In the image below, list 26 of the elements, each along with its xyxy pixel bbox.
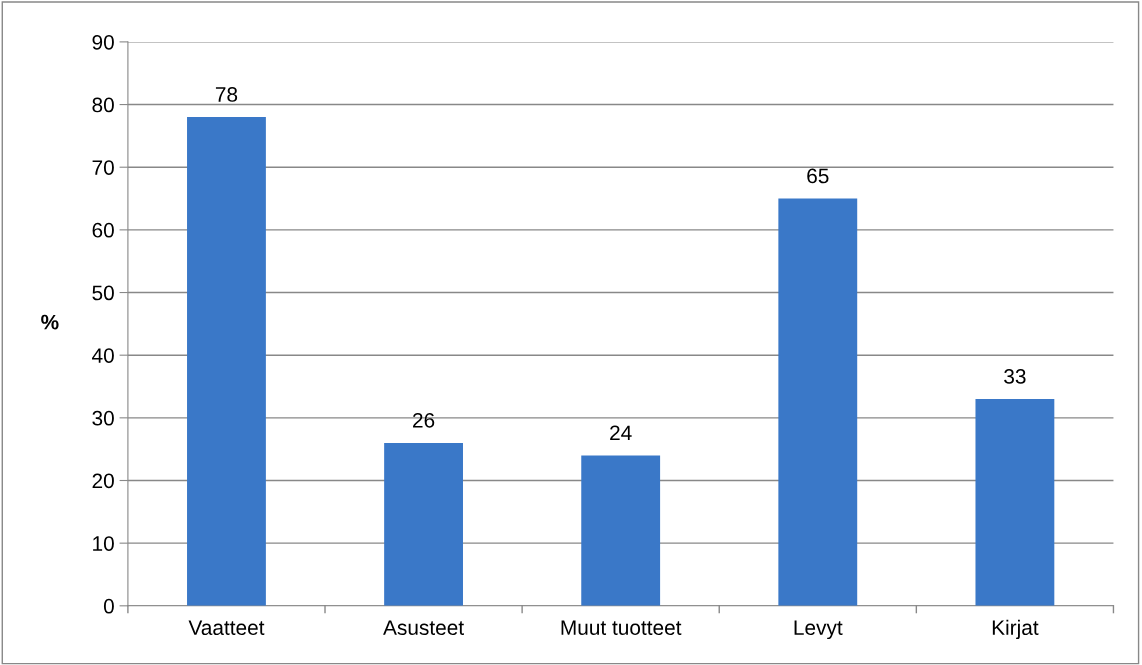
y-tick-label: 30 <box>92 410 114 426</box>
x-tick-label: Muut tuotteet <box>561 620 682 636</box>
y-tick-label: 90 <box>92 34 114 50</box>
data-label: 26 <box>413 412 435 428</box>
data-label: 78 <box>215 87 238 102</box>
y-tick-label: 10 <box>93 536 114 551</box>
bar <box>581 455 661 606</box>
x-tick-label: Kirjat <box>992 619 1039 640</box>
y-tick-label: 80 <box>92 97 114 113</box>
bar <box>187 117 266 606</box>
bar <box>384 442 463 606</box>
x-tick-label: Asusteet <box>383 620 464 636</box>
x-tick-label: Levyt <box>794 620 843 640</box>
y-tick-label: 20 <box>92 473 114 489</box>
bar <box>975 399 1055 606</box>
y-tick-label: 70 <box>92 160 114 175</box>
y-tick-label: 40 <box>92 348 114 363</box>
y-tick-label: 0 <box>103 598 114 614</box>
data-label: 65 <box>807 168 829 184</box>
data-label: 33 <box>1004 369 1026 384</box>
data-label: 24 <box>610 425 632 440</box>
x-tick-label: Vaatteet <box>188 620 265 636</box>
bar <box>778 198 858 606</box>
y-axis-title: % <box>41 314 59 330</box>
y-tick-label: 50 <box>92 285 114 301</box>
y-tick-label: 60 <box>92 222 114 238</box>
